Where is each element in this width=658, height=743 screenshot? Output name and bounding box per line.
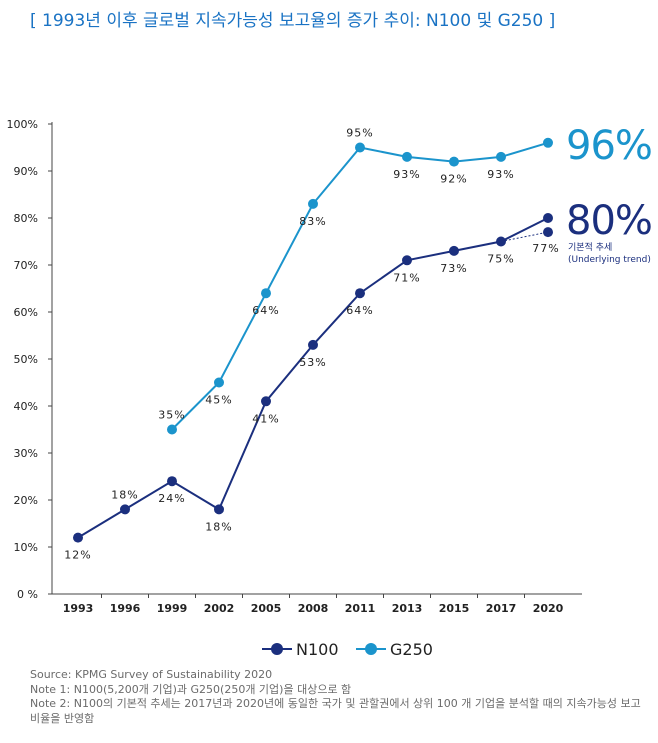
- legend-marker-n100: [271, 643, 283, 655]
- x-tick-label: 2002: [204, 602, 235, 615]
- g250-data-label: 64%: [252, 304, 279, 317]
- data-labels: 12% 18% 24% 18% 41% 53% 64% 71% 73% 75% 80% 35% 45% 6…: [64, 123, 653, 562]
- y-tick-label: 60%: [14, 306, 38, 319]
- n100-data-label: 53%: [299, 356, 326, 369]
- y-tick-label: 30%: [14, 447, 38, 460]
- g250-data-label: 45%: [205, 394, 232, 407]
- x-tick-label: 2015: [439, 602, 470, 615]
- series-line-n100: [77, 217, 549, 539]
- g250-point: [261, 288, 271, 299]
- g250-data-label: 93%: [393, 168, 420, 181]
- n100-data-label: 12%: [64, 549, 91, 562]
- n100-data-label: 41%: [252, 412, 279, 425]
- x-tick-label: 1993: [63, 602, 94, 615]
- n100-point: [120, 504, 130, 515]
- g250-point: [496, 151, 506, 162]
- n100-data-label: 75%: [487, 253, 514, 266]
- y-tick-label: 100%: [7, 118, 38, 131]
- x-tick-label: 2005: [251, 602, 282, 615]
- g250-final-value: 96%: [566, 123, 652, 169]
- trend-data-label: 77%: [532, 242, 559, 255]
- n100-data-label: 73%: [440, 262, 467, 275]
- g250-point: [402, 151, 412, 162]
- x-tick-label: 2017: [486, 602, 517, 615]
- g250-point: [214, 377, 224, 388]
- n100-point: [449, 245, 459, 256]
- g250-data-label: 35%: [158, 409, 185, 422]
- g250-data-label: 95%: [346, 127, 373, 140]
- n100-data-label: 18%: [111, 488, 138, 501]
- n100-data-label: 18%: [205, 520, 232, 533]
- trend-point: [543, 227, 553, 238]
- n100-point: [261, 396, 271, 407]
- g250-data-label: 83%: [299, 215, 326, 228]
- y-tick-label: 80%: [14, 212, 38, 225]
- note-2-continued: 비율을 반영함: [30, 711, 95, 725]
- legend: N100 G250: [262, 640, 433, 659]
- x-tick-label: 2013: [392, 602, 423, 615]
- g250-point: [167, 424, 177, 435]
- x-tick-label: 2020: [533, 602, 564, 615]
- legend-label-n100: N100: [296, 640, 339, 659]
- x-tick-label: 2008: [298, 602, 329, 615]
- g250-point: [449, 156, 459, 167]
- note-2: Note 2: N100의 기본적 추세는 2017년과 2020년에 동일한 …: [30, 697, 641, 710]
- n100-point: [308, 339, 318, 350]
- n100-point: [496, 236, 506, 247]
- data-points: [73, 137, 553, 543]
- x-tick-label: 1999: [157, 602, 188, 615]
- n100-data-label: 24%: [158, 492, 185, 505]
- series-line-g250: [171, 141, 549, 431]
- trend-label-en: (Underlying trend): [568, 255, 651, 265]
- n100-data-label: 64%: [346, 304, 373, 317]
- g250-data-label: 92%: [440, 173, 467, 186]
- y-tick-label: 50%: [14, 353, 38, 366]
- y-tick-label: 10%: [14, 541, 38, 554]
- n100-point: [73, 532, 83, 543]
- y-tick-label: 70%: [14, 259, 38, 272]
- x-tick-label: 2011: [345, 602, 376, 615]
- chart-title: [ 1993년 이후 글로벌 지속가능성 보고율의 증가 추이: N100 및 …: [30, 11, 556, 31]
- n100-point: [402, 255, 412, 266]
- y-tick-label: 90%: [14, 165, 38, 178]
- g250-point: [355, 142, 365, 153]
- source-note: Source: KPMG Survey of Sustainability 20…: [30, 668, 273, 681]
- g250-point: [543, 137, 553, 148]
- n100-point: [214, 504, 224, 515]
- g250-point: [308, 198, 318, 209]
- trend-line: [500, 231, 549, 242]
- note-1: Note 1: N100(5,200개 기업)과 G250(250개 기업)을 …: [30, 682, 352, 696]
- n100-point: [167, 476, 177, 487]
- n100-point: [543, 213, 553, 223]
- axes: 0 % 10% 20% 30% 40% 50% 60% 70% 80% 90% 100% 1993 19…: [7, 118, 582, 615]
- n100-point: [355, 288, 365, 299]
- x-tick-label: 1996: [110, 602, 141, 615]
- n100-data-label: 71%: [393, 271, 420, 284]
- y-tick-label: 0 %: [17, 588, 38, 601]
- y-tick-label: 40%: [14, 400, 38, 413]
- y-tick-label: 20%: [14, 494, 38, 507]
- g250-data-label: 93%: [487, 168, 514, 181]
- legend-marker-g250: [365, 643, 377, 655]
- footnotes: Source: KPMG Survey of Sustainability 20…: [30, 668, 641, 726]
- trend-label-ko: 기본적 추세: [568, 241, 612, 253]
- n100-final-value: 80%: [566, 198, 652, 244]
- legend-label-g250: G250: [390, 640, 433, 659]
